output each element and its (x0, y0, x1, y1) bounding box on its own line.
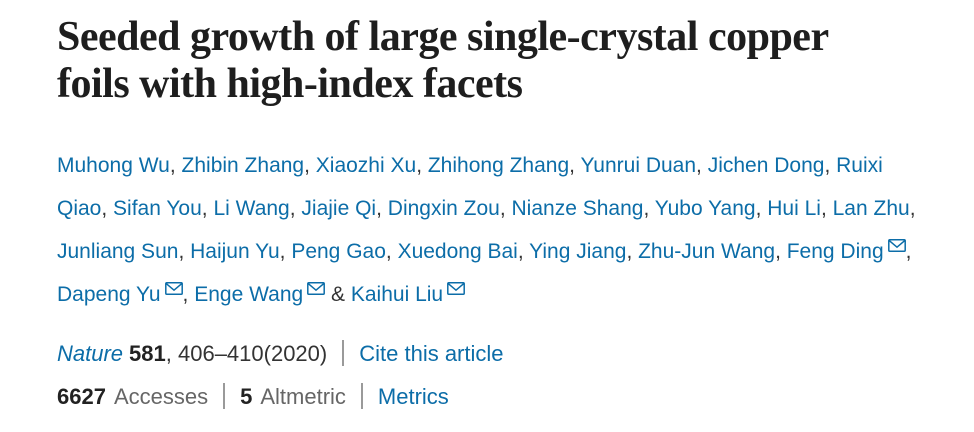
author-link[interactable]: Jiajie Qi (301, 197, 377, 221)
author-link[interactable]: Hui Li (767, 197, 821, 221)
divider (360, 383, 363, 410)
altmetric-count: 5 (240, 384, 253, 410)
metrics-link[interactable]: Metrics (377, 384, 449, 410)
article-title: Seeded growth of large single-crystal co… (57, 14, 828, 108)
author-link[interactable]: Yunrui Duan (580, 154, 697, 178)
author-separator: , (775, 240, 787, 264)
author-separator: , (824, 154, 837, 178)
author-separator: , (755, 197, 768, 221)
accesses-count: 6627 (57, 384, 106, 410)
envelope-icon[interactable] (887, 239, 906, 253)
pages-year: , 406–410(2020) (165, 341, 328, 367)
citation-line: Nature 581, 406–410(2020) Cite this articl… (57, 340, 974, 367)
author-separator: , (820, 197, 833, 221)
author-link[interactable]: Zhu-Jun Wang (638, 240, 776, 264)
author-separator: , (385, 240, 398, 264)
author-separator: , (416, 154, 428, 178)
altmetric-label: Altmetric (260, 384, 346, 410)
journal-link[interactable]: Nature (57, 341, 124, 367)
author-link[interactable]: Feng Ding (786, 240, 884, 264)
author-separator: , (499, 197, 512, 221)
author-separator: , (696, 154, 708, 178)
author-separator: , (304, 154, 316, 178)
author-separator: , (178, 240, 191, 264)
author-link[interactable]: Jichen Dong (707, 154, 825, 178)
author-link[interactable]: Ying Jiang (529, 240, 627, 264)
envelope-icon[interactable] (164, 282, 183, 296)
metrics-line: 6627 Accesses 5 Altmetric Metrics (57, 383, 974, 410)
author-link[interactable]: Li Wang (213, 197, 290, 221)
author-separator: , (169, 154, 182, 178)
author-separator: , (289, 197, 302, 221)
author-separator: , (626, 240, 639, 264)
envelope-icon[interactable] (307, 282, 326, 296)
author-link[interactable]: Zhibin Zhang (181, 154, 305, 178)
accesses-label: Accesses (113, 384, 209, 410)
author-separator: , (279, 240, 292, 264)
author-link[interactable]: Muhong Wu (57, 154, 170, 178)
author-separator: , (909, 197, 916, 221)
author-link[interactable]: Haijun Yu (190, 240, 280, 264)
author-separator: , (376, 197, 388, 221)
author-separator: , (643, 197, 655, 221)
author-separator: , (905, 240, 912, 264)
author-link[interactable]: Nianze Shang (511, 197, 644, 221)
author-separator: , (201, 197, 214, 221)
divider (223, 383, 226, 410)
author-separator: , (182, 283, 195, 307)
author-link[interactable]: Kaihui Liu (350, 283, 444, 307)
author-link[interactable]: Zhihong Zhang (427, 154, 570, 178)
author-link[interactable]: Peng Gao (291, 240, 386, 264)
author-separator: , (517, 240, 530, 264)
author-separator: & (325, 283, 351, 307)
author-link[interactable]: Junliang Sun (57, 240, 179, 264)
author-link[interactable]: Sifan You (113, 197, 202, 221)
envelope-icon[interactable] (447, 282, 466, 296)
author-link[interactable]: Lan Zhu (832, 197, 910, 221)
author-separator: , (101, 197, 114, 221)
author-link[interactable]: Yubo Yang (654, 197, 756, 221)
cite-this-article-link[interactable]: Cite this article (359, 341, 504, 367)
author-link[interactable]: Dingxin Zou (387, 197, 500, 221)
author-link[interactable]: Enge Wang (194, 283, 304, 307)
article-header: Seeded growth of large single-crystal co… (57, 14, 974, 410)
author-link[interactable]: Dapeng Yu (57, 283, 161, 307)
author-list: Muhong Wu, Zhibin Zhang, Xiaozhi Xu, Zhi… (57, 144, 929, 316)
divider (342, 340, 345, 367)
author-link[interactable]: Ruixi Qiao (57, 154, 883, 221)
author-link[interactable]: Xuedong Bai (397, 240, 518, 264)
volume-number: 581 (129, 341, 166, 367)
author-link[interactable]: Xiaozhi Xu (315, 154, 417, 178)
author-separator: , (569, 154, 581, 178)
